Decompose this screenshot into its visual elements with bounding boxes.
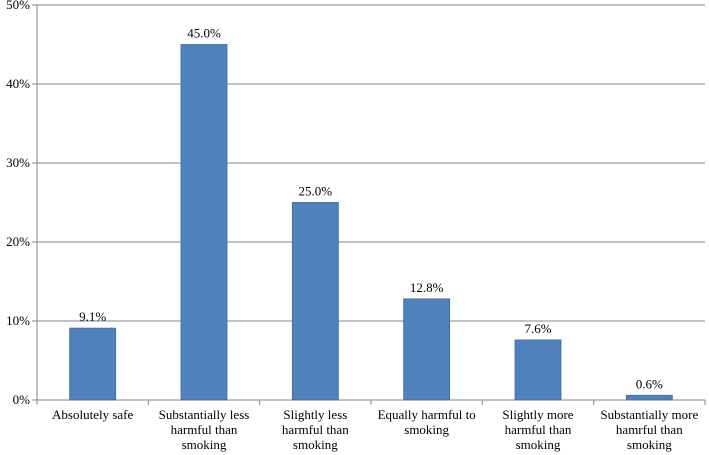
y-tick-label: 0% — [13, 392, 31, 407]
data-label: 45.0% — [187, 26, 221, 41]
axes — [32, 4, 706, 405]
category-label: Absolutely safe — [52, 407, 133, 422]
y-tick-label: 10% — [6, 313, 30, 328]
y-tick-label: 20% — [6, 234, 30, 249]
data-label: 9.1% — [79, 309, 106, 324]
y-axis-tick-labels: 0% 10% 20% 30% 40% 50% — [6, 0, 30, 407]
category-label: Slightly less harmful than smoking — [282, 407, 349, 452]
bar — [625, 394, 673, 401]
y-tick-label: 40% — [6, 76, 30, 91]
data-label: 12.8% — [410, 280, 444, 295]
category-label: Substantially more hamrful than smoking — [600, 407, 698, 452]
bar — [514, 339, 562, 401]
bar — [180, 44, 228, 401]
data-labels: 9.1% 45.0% 25.0% 12.8% 7.6% 0.6% — [79, 26, 663, 392]
gridlines — [37, 4, 705, 322]
y-tick-label: 50% — [6, 0, 30, 12]
data-label: 0.6% — [636, 376, 663, 391]
category-label: Substantially less harmful than smoking — [159, 407, 250, 452]
data-label: 7.6% — [524, 321, 551, 336]
bar — [291, 202, 339, 401]
category-label: Equally harmful to smoking — [378, 407, 476, 437]
bar — [69, 327, 117, 401]
data-label: 25.0% — [299, 184, 333, 199]
bar — [403, 298, 451, 401]
y-tick-label: 30% — [6, 155, 30, 170]
category-label: Slightly more harmful than smoking — [502, 407, 573, 452]
bars — [69, 44, 673, 401]
x-axis-category-labels: Absolutely safe Substantially less harmful… — [52, 407, 698, 452]
